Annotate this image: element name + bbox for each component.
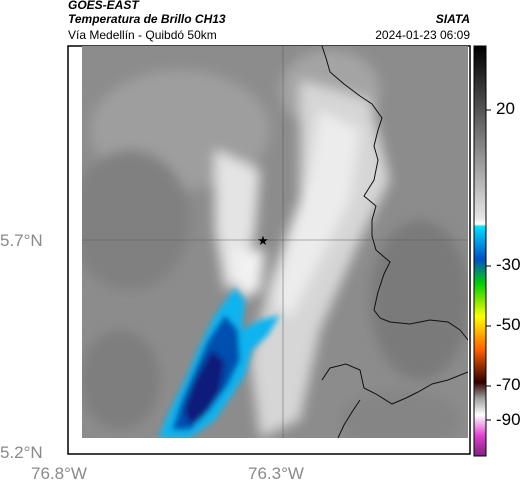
lon-label-76-3: 76.3°W: [248, 464, 304, 483]
lon-label-76-8: 76.8°W: [31, 464, 87, 483]
border-line-south: [321, 363, 468, 405]
colorbar-tick-minus-30: -30: [496, 255, 521, 274]
colorbar-tick-minus-90: -90: [496, 410, 521, 429]
colorbar-tick-minus-70: -70: [496, 375, 521, 394]
timestamp-label: 2024-01-23 06:09: [375, 28, 470, 42]
border-line-east: [321, 46, 468, 341]
satellite-image: [82, 46, 468, 438]
location-marker-icon: ★: [257, 233, 269, 248]
colorbar-ticks: [486, 109, 491, 421]
lat-label-5-7: 5.7°N: [0, 231, 43, 250]
organization-label: SIATA: [435, 12, 470, 26]
colorbar-tick-20: 20: [496, 99, 515, 118]
map-subtitle: Vía Medellín - Quibdó 50km: [68, 28, 217, 42]
colorbar: [473, 45, 487, 457]
title-line-1: GOES-EAST: [68, 0, 139, 12]
title-line-2: Temperatura de Brillo CH13: [68, 12, 226, 26]
cold-cloud-core: [184, 350, 225, 425]
lat-label-5-2: 5.2°N: [0, 443, 43, 462]
border-line-southwest: [337, 399, 361, 438]
colorbar-tick-minus-50: -50: [496, 315, 521, 334]
